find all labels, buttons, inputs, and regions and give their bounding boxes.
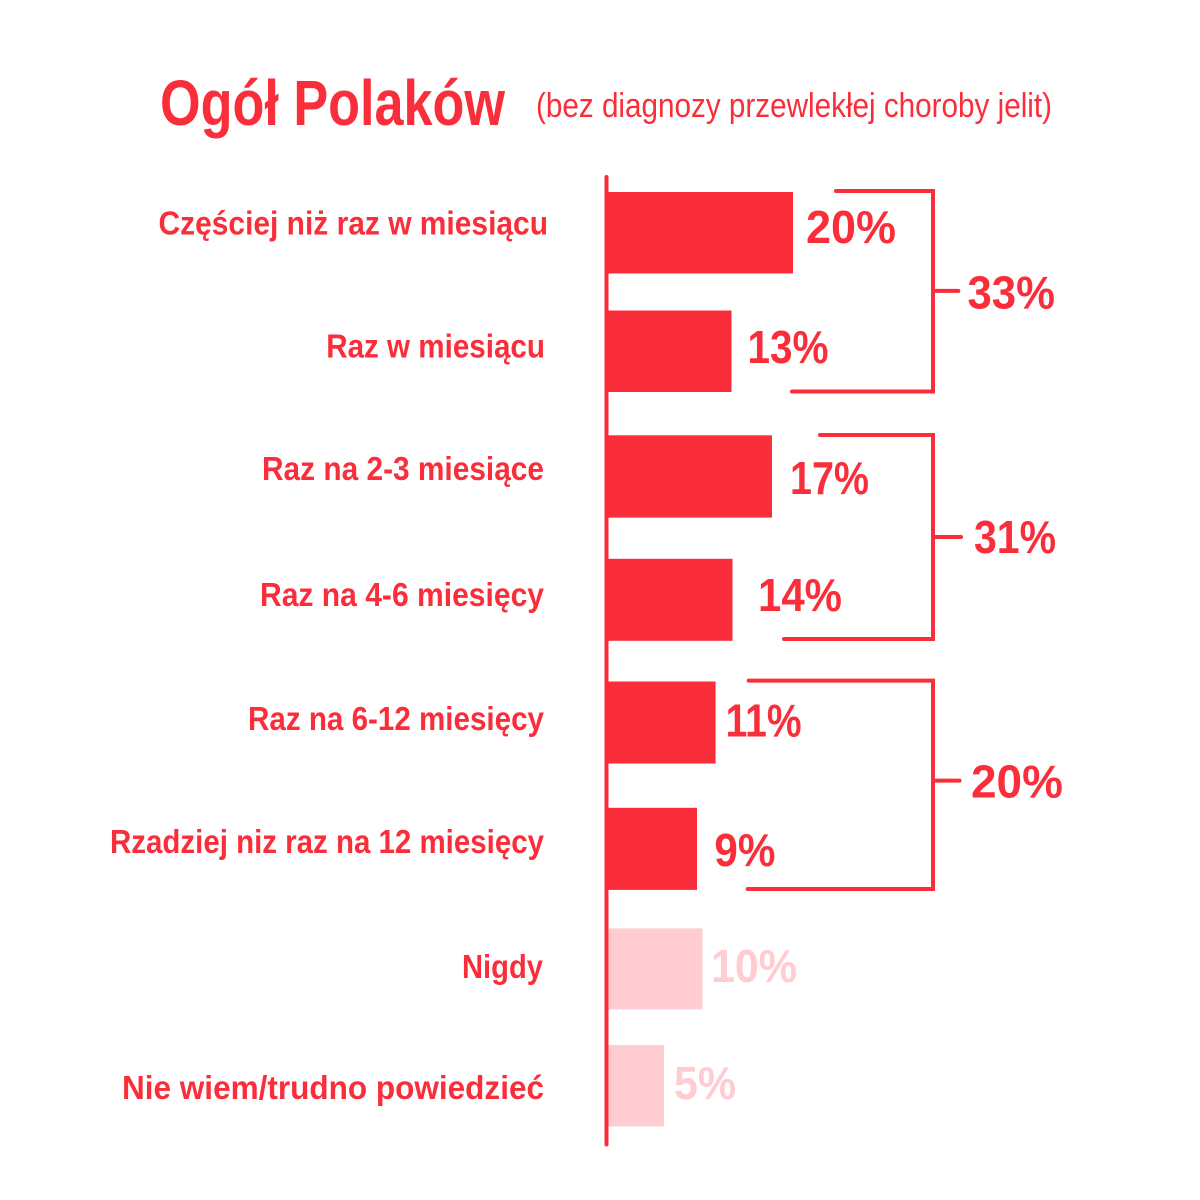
svg-text:17%: 17% bbox=[790, 452, 869, 504]
svg-text:Raz na 4-6 miesięcy: Raz na 4-6 miesięcy bbox=[260, 576, 545, 613]
svg-text:Nie wiem/trudno powiedzieć: Nie wiem/trudno powiedzieć bbox=[122, 1069, 544, 1106]
svg-text:Nigdy: Nigdy bbox=[462, 948, 544, 985]
svg-text:Raz w miesiącu: Raz w miesiącu bbox=[326, 327, 545, 364]
svg-text:Raz na 2-3 miesiące: Raz na 2-3 miesiące bbox=[262, 450, 544, 487]
svg-text:14%: 14% bbox=[758, 569, 842, 621]
svg-text:11%: 11% bbox=[726, 695, 802, 747]
svg-text:20%: 20% bbox=[971, 756, 1063, 808]
svg-text:20%: 20% bbox=[806, 201, 896, 253]
svg-text:Ogół Polaków: Ogół Polaków bbox=[160, 67, 505, 139]
svg-text:31%: 31% bbox=[974, 511, 1056, 563]
svg-text:33%: 33% bbox=[968, 266, 1056, 318]
svg-text:Częściej niż raz w miesiącu: Częściej niż raz w miesiącu bbox=[159, 204, 549, 241]
svg-text:Raz na 6-12 miesięcy: Raz na 6-12 miesięcy bbox=[248, 700, 545, 737]
svg-text:(bez diagnozy przewlekłej chor: (bez diagnozy przewlekłej choroby jelit) bbox=[536, 87, 1052, 125]
svg-text:10%: 10% bbox=[711, 940, 797, 992]
svg-text:5%: 5% bbox=[674, 1057, 736, 1109]
svg-text:Rzadziej niz raz na 12 miesięc: Rzadziej niz raz na 12 miesięcy bbox=[110, 823, 545, 860]
svg-text:13%: 13% bbox=[748, 321, 829, 373]
svg-text:9%: 9% bbox=[714, 824, 775, 876]
